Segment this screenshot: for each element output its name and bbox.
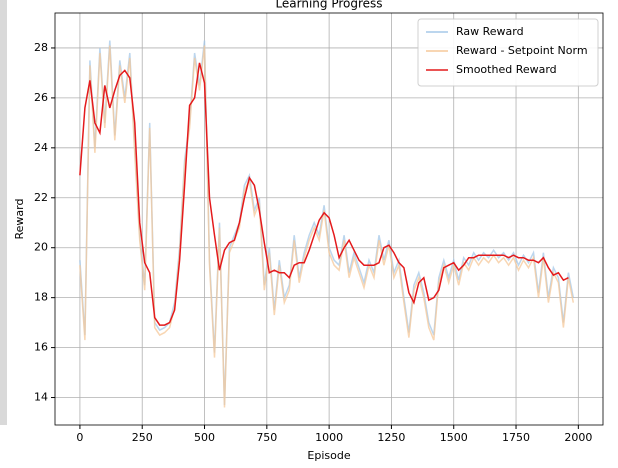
series-line	[79, 62, 569, 326]
y-tick-label: 14	[34, 391, 48, 404]
series-line	[79, 40, 575, 406]
y-tick-label: 16	[34, 341, 48, 354]
x-tick-label: 1500	[440, 431, 468, 444]
legend-label: Smoothed Reward	[456, 63, 557, 76]
x-tick-label: 2000	[564, 431, 592, 444]
x-tick-label: 1250	[377, 431, 405, 444]
x-tick-label: 250	[132, 431, 153, 444]
x-tick-label: 1000	[315, 431, 343, 444]
x-tick-label: 0	[76, 431, 83, 444]
y-axis-label: Reward	[13, 199, 26, 240]
y-tick-label: 26	[34, 91, 48, 104]
legend-box	[417, 18, 599, 87]
chart-title: Learning Progress	[275, 0, 382, 11]
y-tick-label: 24	[34, 141, 48, 154]
plot-frame	[54, 12, 604, 426]
x-axis-label: Episode	[307, 449, 350, 462]
legend-label: Raw Reward	[456, 25, 524, 38]
y-tick-label: 20	[34, 241, 48, 254]
y-tick-label: 22	[34, 191, 48, 204]
window-edge	[0, 0, 7, 425]
x-tick-label: 750	[256, 431, 277, 444]
series-line	[79, 45, 575, 408]
x-tick-label: 500	[194, 431, 215, 444]
x-tick-label: 1750	[502, 431, 530, 444]
y-tick-label: 28	[34, 41, 48, 54]
legend-label: Reward - Setpoint Norm	[456, 44, 588, 57]
y-tick-label: 18	[34, 291, 48, 304]
